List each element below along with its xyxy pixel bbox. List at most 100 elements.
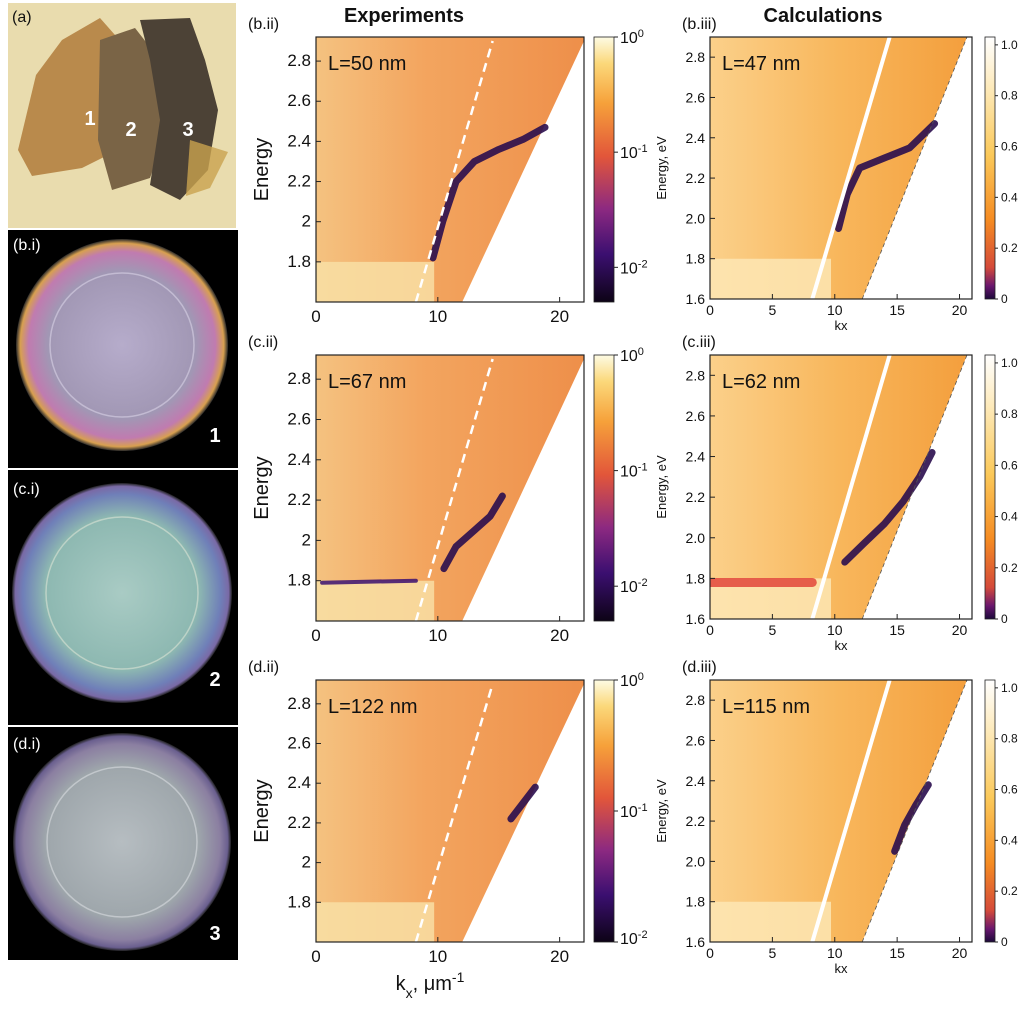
y-tick-label: 2 (302, 853, 311, 872)
mode-ridge (429, 123, 549, 262)
x-tick-label: 5 (768, 945, 776, 961)
y-tick-label: 1.6 (686, 291, 706, 307)
y-axis-label: Energy, eV (654, 455, 669, 519)
colorbar (593, 36, 615, 303)
y-tick-label: 2.4 (686, 449, 706, 465)
panel-title: L=47 nm (722, 53, 800, 75)
y-tick-label: 2.2 (686, 170, 706, 186)
fourier-disc-1 (16, 239, 228, 451)
y-tick-label: 2.2 (287, 490, 311, 509)
heatmap-panel-p0: 0 10 20 1.8 2 2.2 2.4 2.6 2.8 (b.ii) L=50 nm Energy… (248, 16, 648, 326)
light-line-dashed (414, 40, 494, 302)
x-tick-label: 10 (428, 307, 447, 326)
y-tick-label: 2.4 (287, 450, 311, 469)
y-axis-label: Energy, eV (654, 136, 669, 200)
panel-title: L=62 nm (722, 371, 800, 393)
x-tick-label: 0 (311, 947, 320, 966)
colorbar-tick-label: 0.8 (1001, 407, 1018, 421)
axes-frame (709, 36, 973, 300)
low-energy-region (316, 580, 435, 621)
panel-title: L=115 nm (722, 696, 810, 718)
low-energy-region (710, 901, 832, 942)
x-tick-label: 0 (311, 626, 320, 645)
y-tick-label: 2.6 (686, 89, 706, 105)
light-line-solid (810, 680, 892, 942)
low-energy-region (710, 578, 832, 619)
y-tick-label: 2.8 (287, 694, 311, 713)
fourier-disc-2 (12, 483, 232, 703)
fourier-ring-3 (46, 766, 198, 918)
colorbar (593, 679, 615, 943)
panel-title: L=67 nm (328, 371, 406, 393)
x-axis-label: kx, μm-1 (396, 969, 465, 1001)
x-axis-label: kx (835, 638, 849, 653)
y-tick-label: 2.2 (686, 813, 706, 829)
y-tick-label: 1.8 (686, 894, 706, 910)
y-tick-label: 2.2 (686, 489, 706, 505)
colorbar-tick-label: 0.4 (1001, 833, 1018, 847)
colorbar-tick-label: 0.8 (1001, 732, 1018, 746)
y-tick-label: 2 (302, 530, 311, 549)
heatmap-panel-p5: 0 5 10 15 20 1.6 1.8 2.0 2.2 2.4 2.6 2.8 (d.iii) L=11… (654, 659, 1018, 976)
flake-label-3: 3 (182, 119, 193, 141)
light-line-thin (861, 37, 968, 299)
fourier-image-3: (d.i) 3 (8, 727, 238, 960)
y-tick-label: 2.4 (287, 773, 311, 792)
y-tick-label: 1.8 (287, 571, 311, 590)
colorbar-tick-label: 10-1 (620, 462, 648, 481)
mode-ridge (440, 492, 506, 573)
excluded-region (862, 37, 972, 299)
colorbar-tick-label: 10-2 (620, 929, 648, 948)
x-tick-label: 10 (428, 626, 447, 645)
x-tick-label: 0 (706, 622, 714, 638)
light-line-thin (861, 680, 968, 942)
y-tick-label: 2.0 (686, 210, 706, 226)
flake-label-2: 2 (125, 119, 136, 141)
x-tick-label: 20 (952, 945, 968, 961)
colorbar (593, 354, 615, 622)
heatmap-panel-p2: 0 10 20 1.8 2 2.2 2.4 2.6 2.8 (d.ii) L=122 nm Energ… (248, 659, 648, 1001)
panel-tag: (c.ii) (248, 334, 278, 351)
colorbar-tick-label: 0.4 (1001, 190, 1018, 204)
x-tick-label: 10 (827, 622, 843, 638)
x-tick-label: 20 (550, 947, 569, 966)
fourier-disc-3 (13, 733, 231, 951)
excluded-region (862, 680, 972, 942)
plot-area (710, 37, 972, 299)
mode-ridge (507, 783, 539, 823)
x-tick-label: 15 (889, 302, 905, 318)
y-tick-label: 2.8 (686, 692, 706, 708)
low-energy-region (710, 258, 832, 299)
panel-tag: (c.iii) (682, 334, 716, 351)
colorbar (984, 354, 996, 620)
photo-tag-c-i: (c.i) (13, 481, 40, 498)
colorbar (984, 36, 996, 300)
mode-ridge (891, 781, 932, 855)
flake-label-1: 1 (84, 108, 95, 130)
y-tick-label: 2.8 (287, 51, 311, 70)
x-tick-label: 20 (952, 622, 968, 638)
y-tick-label: 2 (302, 212, 311, 231)
plot-area (710, 355, 972, 619)
excluded-region (862, 355, 972, 619)
plot-area (316, 37, 584, 302)
x-tick-label: 0 (706, 945, 714, 961)
axes-frame (315, 679, 585, 943)
colorbar-tick-label: 100 (620, 346, 644, 365)
mode-ridge (835, 120, 939, 232)
colorbar-tick-label: 0.8 (1001, 89, 1018, 103)
y-tick-label: 2.4 (686, 130, 706, 146)
heatmap-panel-p1: 0 10 20 1.8 2 2.2 2.4 2.6 2.8 (c.ii) L=67 nm Energy… (248, 334, 648, 645)
plot-area (710, 680, 972, 942)
flake-photo: (a) 1 2 3 (8, 3, 236, 228)
axes-frame (709, 354, 973, 620)
y-tick-label: 2.4 (287, 131, 311, 150)
colorbar-tick-label: 0 (1001, 612, 1008, 626)
x-tick-label: 15 (889, 622, 905, 638)
y-tick-label: 2.6 (686, 408, 706, 424)
photo-tag-b-i: (b.i) (13, 237, 41, 254)
excluded-region (462, 683, 584, 942)
plot-area (316, 355, 584, 621)
photo-number-1: 1 (209, 425, 220, 447)
y-tick-label: 2.2 (287, 172, 311, 191)
